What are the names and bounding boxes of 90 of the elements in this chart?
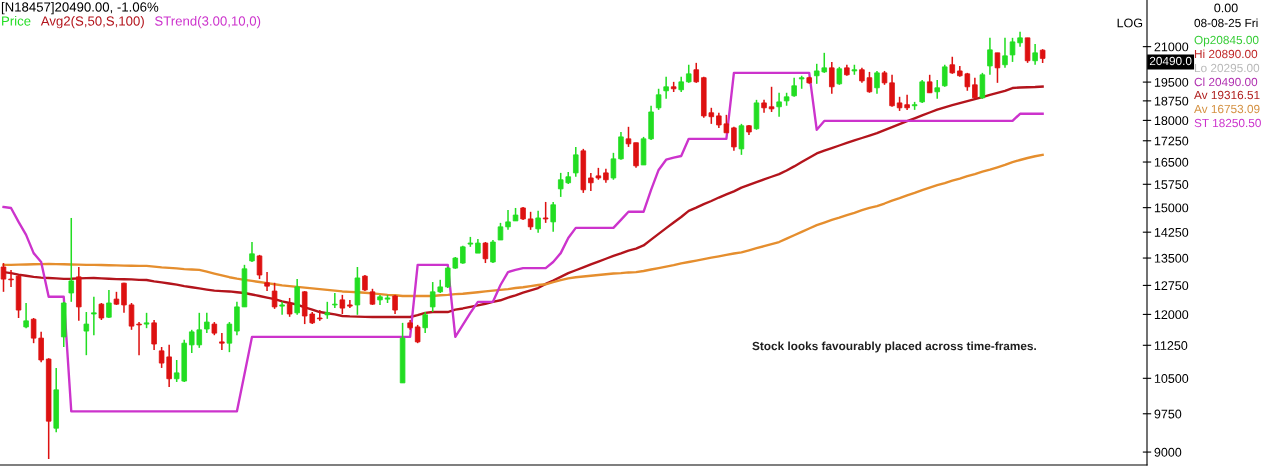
text: Avg2(S,50,S,100) [40,16,144,29]
text: Op20845.00 [1194,35,1259,47]
candlestick [942,63,948,88]
candlestick [889,74,895,108]
candlestick [128,302,135,331]
candlestick [1002,37,1008,69]
text: LOG [1117,18,1143,28]
candlestick [550,201,556,233]
candlestick [0,262,7,293]
candlestick [249,241,255,263]
candlestick [256,254,263,280]
text: Av 16753.09 [1194,104,1260,114]
candlestick [1024,37,1031,64]
candlestick [994,52,1001,84]
y-tick-label: 17250 [1154,136,1189,146]
y-tick-label: 15000 [1154,203,1189,213]
candlestick [332,292,338,309]
candlestick [422,311,428,334]
candlestick [663,75,669,100]
candlestick [768,86,775,113]
candlestick [829,61,835,95]
text: Lo 20295.00 [1194,63,1260,73]
annotation: Stock looks favourably placed across time-frames. [752,341,1036,353]
chart-title: [N18457]20490.00, -1.06% [1,2,159,15]
candlestick [874,70,880,95]
candlestick [685,63,692,84]
text: Price [2,16,31,26]
candlestick [505,209,511,231]
candlestick [151,319,157,351]
text: 20490.0 [1149,56,1192,66]
candlestick [618,131,624,161]
y-tick-label: 21000 [1154,42,1189,52]
text: STrend(3.00,10,0) [155,16,261,29]
candlestick [219,332,225,351]
y-tick-label: 13500 [1154,253,1189,263]
text: ST 18250.50 [1194,118,1261,128]
text: Hi 20890.00 [1194,49,1258,59]
candlestick [83,311,90,356]
line-series [2,71,1044,413]
candlestick [482,241,489,264]
y-tick-label: 16500 [1154,157,1189,167]
candlestick [226,321,233,353]
candlestick [573,146,579,178]
y-tick-label: 15750 [1154,180,1189,189]
candlestick [738,123,745,156]
candlestick [136,321,142,356]
text: Cl 20490.00 [1194,77,1258,87]
candlestick [693,62,700,84]
candlestick [271,282,278,310]
candlestick [625,126,632,148]
candlestick [934,79,940,100]
y-tick-label: 18000 [1154,116,1189,126]
candlestick [972,76,978,99]
y-tick-label: 9750 [1154,409,1182,419]
candlestick [919,79,925,104]
candlestick [535,210,541,234]
candlestick [979,72,986,100]
candlestick [542,201,549,224]
candlestick [8,269,14,288]
candlestick [527,211,534,231]
candlestick [286,297,293,318]
text: Av 19316.51 [1194,90,1260,100]
candlestick [791,76,797,98]
candlestick [204,312,210,334]
candlestick [23,302,29,329]
candlestick [106,289,112,319]
candlestick [633,141,639,169]
text: 0.00 [1214,3,1238,13]
y-tick-label: 11250 [1154,341,1188,350]
candlestick [317,309,323,322]
candlestick [776,92,782,118]
candlestick [121,282,127,314]
candlestick [264,271,270,292]
candlestick [987,37,993,76]
candlestick [339,294,346,315]
candlestick [655,88,662,111]
candlestick [1032,43,1038,66]
y-tick-label: 10500 [1154,374,1189,383]
y-tick-label: 14250 [1154,227,1189,237]
y-tick-label: 19500 [1154,77,1189,87]
text: 08-08-25 Fri [1194,18,1258,28]
candlestick [731,126,737,152]
y-tick-label: 12000 [1154,310,1189,320]
candlestick [279,301,285,316]
y-tick-label: 18750 [1154,96,1189,106]
candlestick [91,296,97,336]
candlestick [68,217,75,303]
candlestick [610,152,617,181]
y-tick-label: 9000 [1154,447,1182,457]
y-tick-label: 12750 [1154,281,1189,291]
